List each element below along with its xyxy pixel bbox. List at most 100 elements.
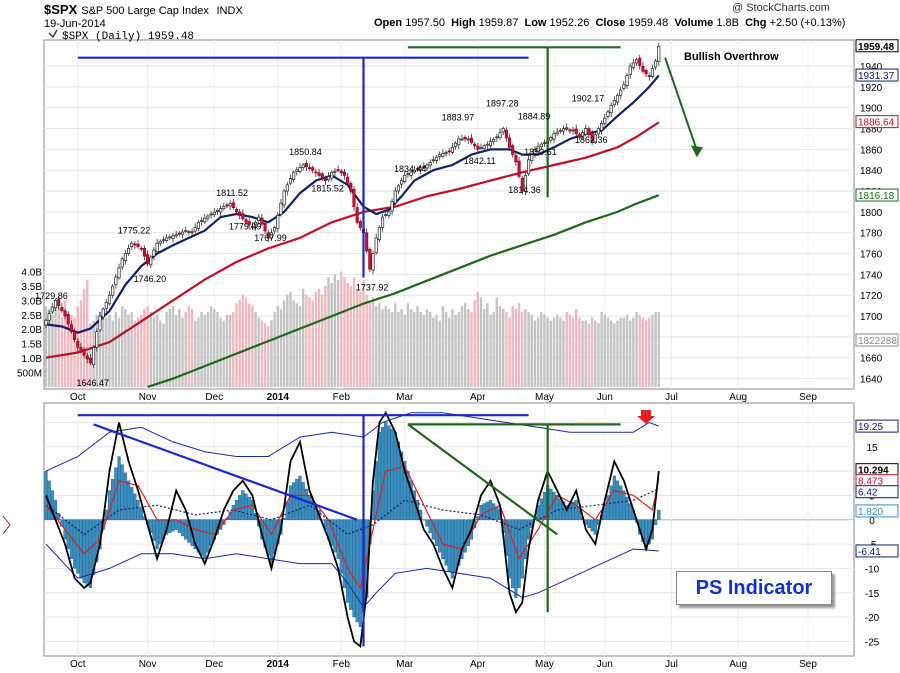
histogram-bar bbox=[619, 485, 623, 520]
indicator-x-tick-label: Sep bbox=[799, 659, 817, 670]
volume-bar bbox=[314, 291, 318, 387]
candle-body bbox=[450, 146, 454, 153]
candle-body bbox=[174, 234, 178, 237]
candle-body bbox=[400, 180, 404, 185]
candle-body bbox=[520, 177, 524, 192]
candle-body bbox=[482, 145, 486, 149]
indicator-x-tick-label: Feb bbox=[333, 659, 351, 670]
open-value: 1957.50 bbox=[405, 17, 445, 29]
candle-body bbox=[295, 169, 299, 172]
histogram-bar bbox=[180, 519, 185, 537]
candle-body bbox=[527, 159, 531, 175]
candle-body bbox=[590, 132, 594, 142]
ps-indicator-label: PS Indicator bbox=[676, 571, 832, 605]
indicator-x-tick-label: Aug bbox=[729, 659, 747, 670]
candle-body bbox=[415, 168, 420, 170]
volume-y-tick-label: 500M bbox=[17, 369, 42, 380]
candle-body bbox=[419, 167, 423, 171]
price-x-tick-label: Aug bbox=[729, 392, 747, 403]
price-label: 1850.84 bbox=[289, 147, 322, 157]
price-badge-label: 1886.64 bbox=[858, 118, 895, 129]
candle-body bbox=[79, 346, 83, 352]
candle-body bbox=[244, 219, 248, 223]
histogram-bar bbox=[206, 519, 210, 553]
indicator-badge-label: -6.41 bbox=[858, 547, 881, 558]
histogram-bar bbox=[520, 519, 524, 579]
candle-body bbox=[393, 190, 397, 204]
candle-body bbox=[406, 173, 410, 176]
volume-bar bbox=[165, 311, 168, 387]
volume-bar bbox=[632, 317, 635, 387]
volume-bar bbox=[505, 311, 508, 387]
candle-body bbox=[212, 211, 216, 216]
candle-body bbox=[587, 128, 591, 136]
index-name: S&P 500 Large Cap Index bbox=[81, 5, 209, 17]
volume-bar bbox=[451, 308, 454, 387]
volume-bar bbox=[187, 306, 191, 387]
candle-body bbox=[530, 154, 534, 161]
candle-body bbox=[107, 294, 112, 305]
histogram-bar bbox=[177, 519, 181, 533]
candle-body bbox=[508, 137, 512, 148]
histogram-bar bbox=[450, 519, 454, 579]
price-label: 1842.11 bbox=[464, 156, 496, 166]
histogram-bar bbox=[193, 519, 197, 550]
candle-body bbox=[498, 132, 502, 139]
ma200-line bbox=[147, 194, 660, 388]
candle-body bbox=[358, 221, 362, 228]
volume-bar bbox=[308, 297, 311, 387]
volume-bar bbox=[159, 320, 162, 387]
histogram-bar bbox=[380, 427, 385, 520]
volume-y-tick-label: 3.5B bbox=[21, 282, 42, 293]
volume-bar bbox=[171, 306, 175, 387]
candle-body bbox=[339, 170, 343, 174]
histogram-bar bbox=[555, 495, 559, 520]
candle-body bbox=[139, 247, 143, 250]
candle-body bbox=[158, 241, 162, 244]
gridlines bbox=[44, 40, 854, 656]
volume-bar bbox=[146, 306, 149, 387]
candle-body bbox=[377, 227, 381, 240]
price-x-tick-label: Feb bbox=[333, 392, 351, 403]
candle-body bbox=[593, 134, 597, 143]
volume-bar bbox=[343, 277, 346, 387]
indicator-x-tick-label: 2014 bbox=[267, 659, 290, 670]
volume-bar bbox=[409, 308, 413, 387]
volume-bar bbox=[559, 317, 562, 387]
volume-bar bbox=[213, 308, 216, 387]
volume-bar bbox=[57, 297, 60, 387]
trendlines bbox=[77, 46, 703, 647]
volume-bar bbox=[225, 314, 229, 387]
histogram-bar bbox=[241, 490, 245, 520]
volume-bar bbox=[362, 280, 365, 387]
volume-y-tick-label: 3.0B bbox=[21, 296, 42, 307]
histogram-bar bbox=[396, 441, 401, 520]
volume-bar bbox=[625, 314, 629, 387]
candle-body bbox=[479, 147, 483, 150]
volume-bar bbox=[257, 317, 260, 387]
candle-body bbox=[568, 129, 572, 132]
indicator-x-tick-label: Oct bbox=[70, 659, 86, 670]
down-arrow-icon bbox=[637, 410, 655, 424]
histogram-bar bbox=[504, 519, 508, 556]
price-candles bbox=[44, 43, 661, 368]
histogram-bar bbox=[428, 519, 432, 533]
histogram-bar bbox=[136, 500, 140, 520]
bullish-overthrow-label: Bullish Overthrow bbox=[684, 51, 779, 63]
candle-body bbox=[234, 209, 239, 213]
volume-bar bbox=[428, 311, 432, 387]
candle-body bbox=[44, 319, 48, 326]
close-label: Close bbox=[595, 17, 626, 29]
ticker-title: $SPX S&P 500 Large Cap Index INDX bbox=[44, 2, 243, 17]
volume-bar bbox=[387, 308, 391, 387]
histogram-bar bbox=[387, 425, 391, 520]
candle-body bbox=[257, 216, 261, 221]
candle-body bbox=[130, 242, 134, 248]
volume-bar bbox=[482, 308, 486, 387]
candle-body bbox=[330, 171, 334, 179]
price-label: 1883.97 bbox=[442, 112, 475, 122]
candle-body bbox=[596, 128, 601, 135]
volume-bar bbox=[70, 314, 73, 387]
histogram-bar bbox=[552, 491, 556, 520]
volume-bar bbox=[279, 308, 283, 387]
